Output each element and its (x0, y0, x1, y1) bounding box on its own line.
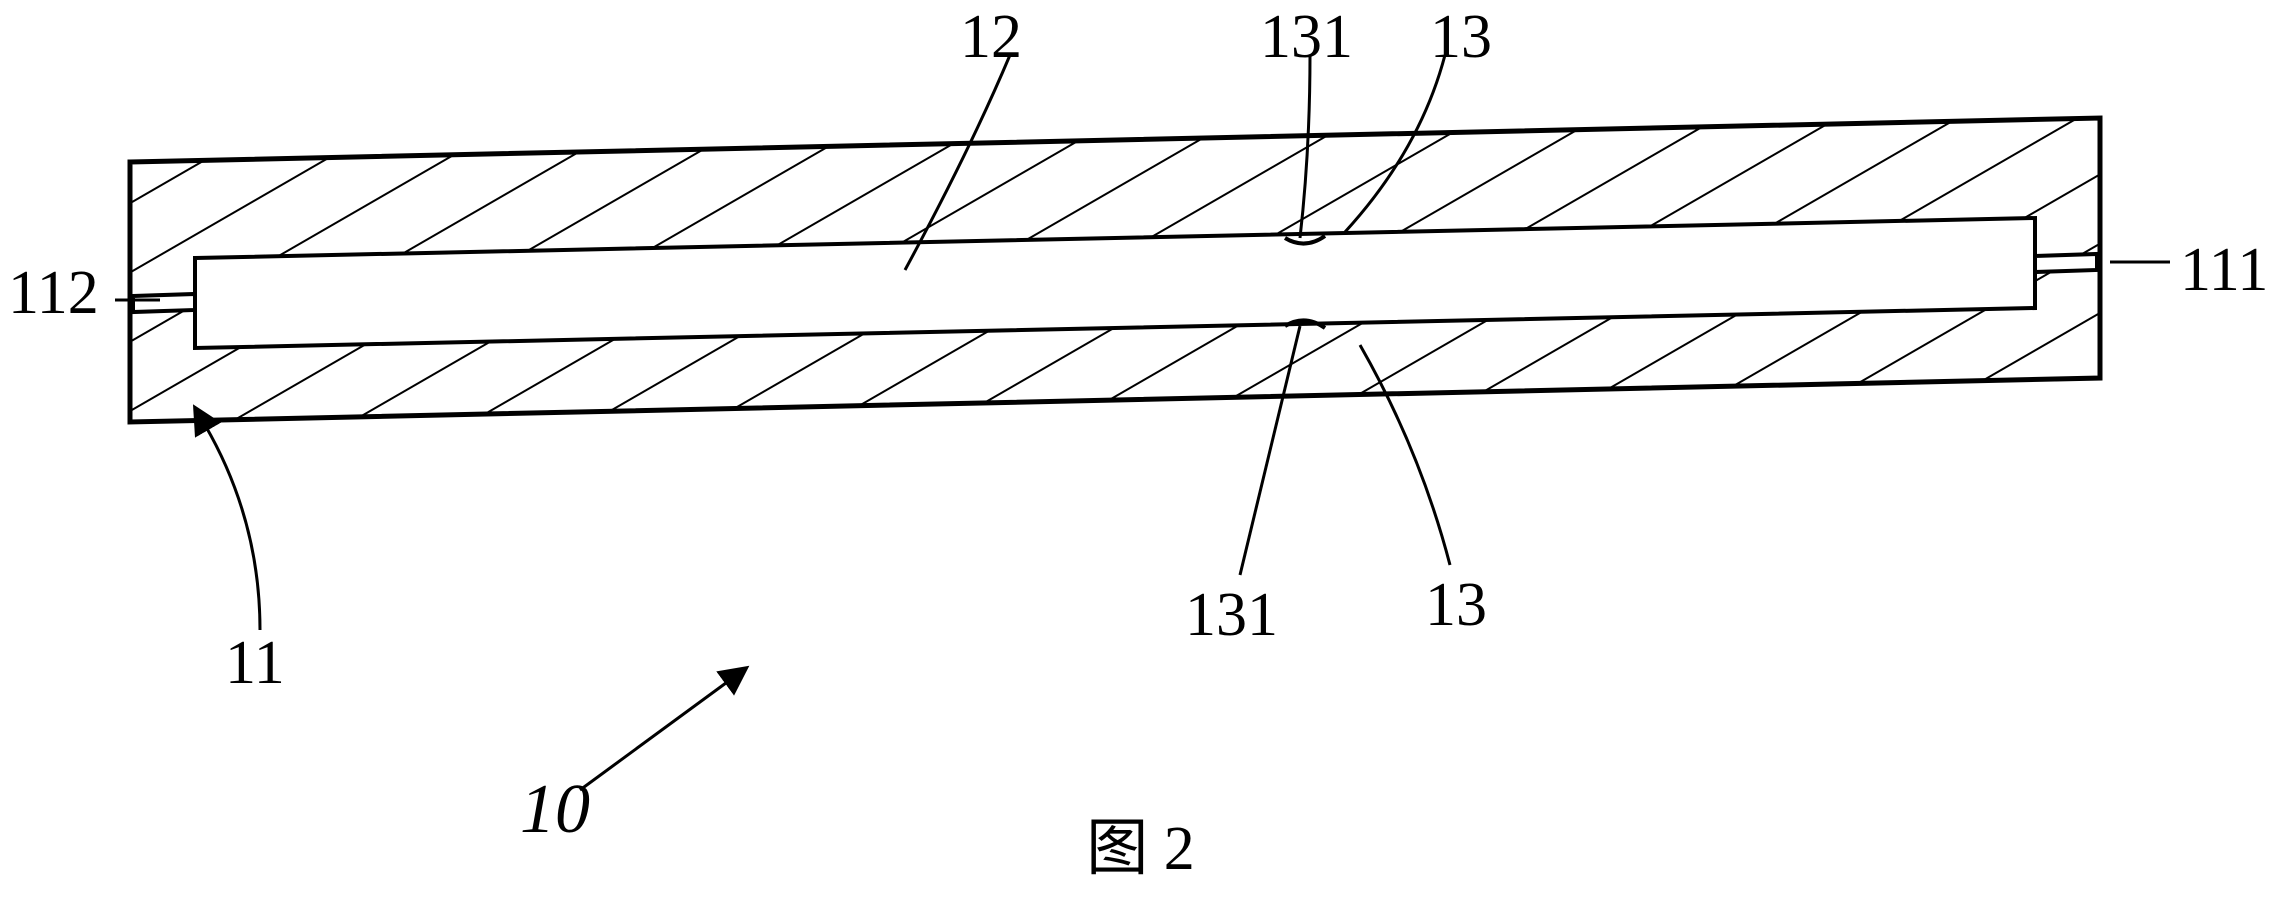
label-13-bottom: 13 (1425, 570, 1487, 641)
label-112: 112 (8, 258, 99, 329)
diagram-canvas (0, 0, 2281, 917)
label-131-top: 131 (1260, 2, 1353, 73)
label-10: 10 (520, 770, 590, 850)
label-131-bottom: 131 (1185, 580, 1278, 651)
label-12: 12 (960, 2, 1022, 73)
label-11: 11 (225, 628, 285, 699)
label-111: 111 (2180, 235, 2268, 306)
label-13-top: 13 (1430, 2, 1492, 73)
mold-body (130, 118, 2100, 422)
figure-caption: 图 2 (1086, 797, 1195, 887)
